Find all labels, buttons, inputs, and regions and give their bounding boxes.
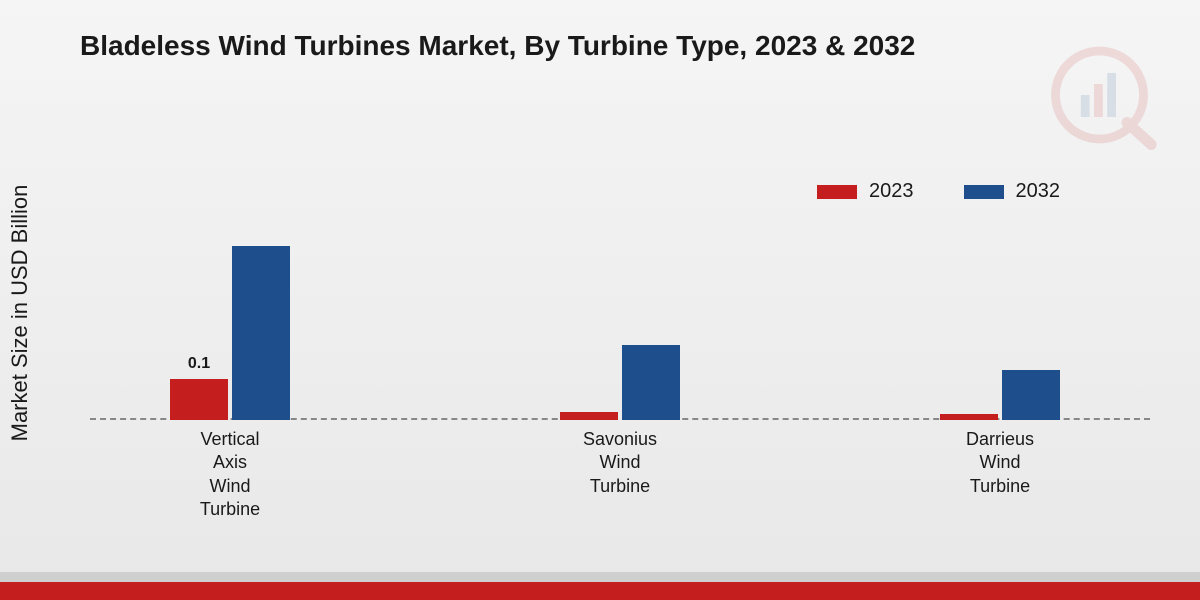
bar-2023: [170, 379, 228, 420]
footer-gray-bar: [0, 572, 1200, 582]
bar-2032: [232, 246, 290, 420]
bar-group: [940, 370, 1060, 420]
x-axis-category-label: SavoniusWindTurbine: [550, 428, 690, 498]
bar-2023: [560, 412, 618, 420]
bar-2032: [1002, 370, 1060, 420]
bar-group: [560, 345, 680, 420]
y-axis-label: Market Size in USD Billion: [7, 185, 33, 442]
bar-value-label: 0.1: [166, 355, 232, 373]
x-axis-category-label: DarrieusWindTurbine: [930, 428, 1070, 498]
chart-title: Bladeless Wind Turbines Market, By Turbi…: [80, 30, 915, 62]
x-axis-category-label: VerticalAxisWindTurbine: [160, 428, 300, 522]
bar-2032: [622, 345, 680, 420]
chart-plot-area: 0.1: [90, 130, 1150, 420]
bar-2023: [940, 414, 998, 420]
bar-group: [170, 246, 290, 420]
footer-red-bar: [0, 582, 1200, 600]
